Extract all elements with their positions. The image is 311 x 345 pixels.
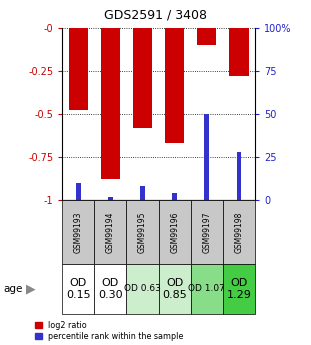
Bar (94, 264, 127, 314)
Text: OD
0.15: OD 0.15 (66, 278, 91, 300)
Bar (62, 264, 94, 314)
Bar (94, 200, 127, 264)
Bar (127, 264, 159, 314)
Bar (191, 200, 223, 264)
Text: ▶: ▶ (26, 283, 36, 295)
Bar (133, 28, 152, 128)
Text: GSM99194: GSM99194 (106, 211, 115, 253)
Bar (140, 186, 145, 200)
Legend: log2 ratio, percentile rank within the sample: log2 ratio, percentile rank within the s… (35, 321, 183, 341)
Text: OD
0.30: OD 0.30 (98, 278, 123, 300)
Bar (237, 152, 241, 200)
Bar (127, 200, 159, 264)
Bar (223, 264, 255, 314)
Text: OD 1.07: OD 1.07 (188, 284, 225, 294)
Text: OD 0.63: OD 0.63 (124, 284, 161, 294)
Bar (159, 200, 191, 264)
Bar (159, 264, 191, 314)
Text: GSM99195: GSM99195 (138, 211, 147, 253)
Bar (229, 28, 248, 76)
Bar (172, 193, 177, 200)
Text: GSM99197: GSM99197 (202, 211, 211, 253)
Bar (76, 183, 81, 200)
Bar (62, 200, 94, 264)
Text: GSM99198: GSM99198 (234, 211, 244, 253)
Bar (204, 114, 209, 200)
Bar (191, 264, 223, 314)
Bar (108, 197, 113, 200)
Bar (165, 28, 184, 143)
Bar (223, 200, 255, 264)
Bar (69, 28, 88, 110)
Text: OD
1.29: OD 1.29 (226, 278, 251, 300)
Text: age: age (3, 284, 22, 294)
Text: GSM99193: GSM99193 (74, 211, 83, 253)
Text: OD
0.85: OD 0.85 (162, 278, 187, 300)
Bar (197, 28, 216, 45)
Bar (101, 28, 120, 179)
Text: GSM99196: GSM99196 (170, 211, 179, 253)
Text: GDS2591 / 3408: GDS2591 / 3408 (104, 9, 207, 22)
